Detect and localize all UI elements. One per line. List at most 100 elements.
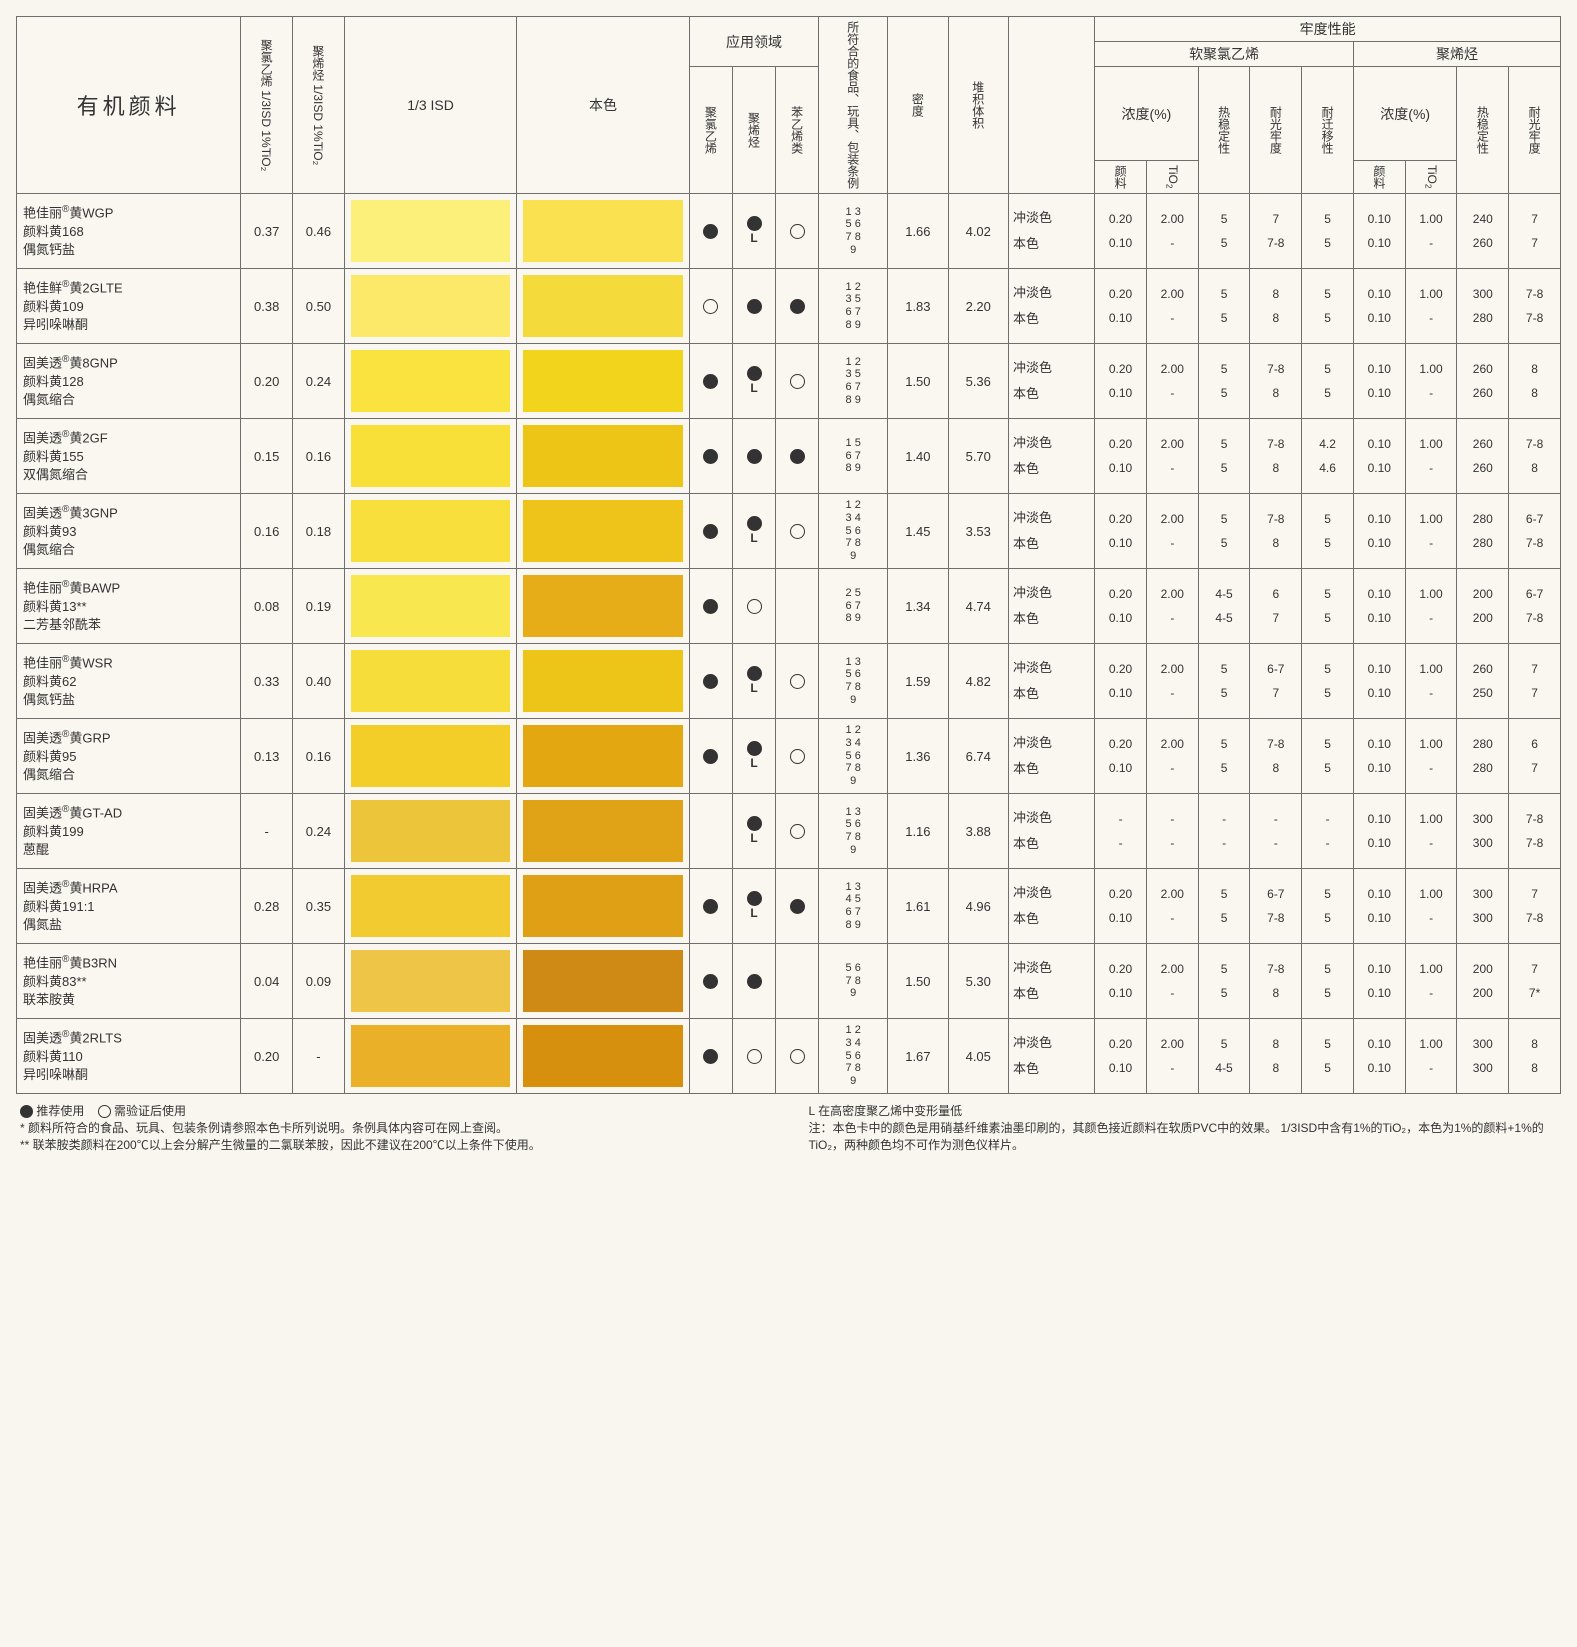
food-codes: 1 23 56 78 9: [819, 344, 888, 419]
volume: 4.96: [948, 869, 1008, 944]
pigment-table: 有机颜料 聚氯乙烯 1/3ISD 1%TiO₂ 聚烯烃 1/3ISD 1%TiO…: [16, 16, 1561, 1094]
spvc-4: 55: [1302, 494, 1354, 569]
tint-labels: 冲淡色本色: [1008, 194, 1094, 269]
density: 1.16: [888, 794, 948, 869]
swatch-main: [517, 569, 690, 644]
density: 1.59: [888, 644, 948, 719]
dot-st: [776, 269, 819, 344]
poly-3: 77-8: [1509, 869, 1561, 944]
density: 1.61: [888, 869, 948, 944]
swatch-isd: [344, 794, 517, 869]
footer: 推荐使用 需验证后使用 * 颜料所符合的食品、玩具、包装条例请参照本色卡所列说明…: [16, 1094, 1561, 1161]
spvc-3: 6-77-8: [1250, 869, 1302, 944]
spvc-2: 55: [1198, 719, 1250, 794]
tint-labels: 冲淡色本色: [1008, 269, 1094, 344]
poly-0: 0.100.10: [1353, 569, 1405, 644]
val-po: 0.35: [293, 869, 345, 944]
val-pvc: 0.08: [241, 569, 293, 644]
tint-labels: 冲淡色本色: [1008, 719, 1094, 794]
food-codes: 1 35 67 89: [819, 644, 888, 719]
dot-po: L: [732, 644, 775, 719]
hdr-main: 本色: [517, 17, 690, 194]
dot-filled-icon: [703, 674, 718, 689]
poly-2: 260260: [1457, 344, 1509, 419]
poly-3: 7-88: [1509, 419, 1561, 494]
spvc-3: --: [1250, 794, 1302, 869]
dot-st: [776, 794, 819, 869]
spvc-3: 7-88: [1250, 419, 1302, 494]
swatch-main: [517, 944, 690, 1019]
poly-0: 0.100.10: [1353, 794, 1405, 869]
poly-3: 77: [1509, 194, 1561, 269]
spvc-2: 55: [1198, 944, 1250, 1019]
poly-3: 6-77-8: [1509, 569, 1561, 644]
spvc-2: 55: [1198, 644, 1250, 719]
spvc-4: 55: [1302, 869, 1354, 944]
poly-1: 1.00-: [1405, 719, 1457, 794]
dot-po: [732, 944, 775, 1019]
spvc-3: 7-88: [1250, 944, 1302, 1019]
hdr-food: 所符合的食品、玩具、包装条例: [819, 17, 888, 194]
val-po: 0.16: [293, 419, 345, 494]
hdr-poly: 聚烯烃: [1353, 42, 1560, 67]
poly-0: 0.100.10: [1353, 644, 1405, 719]
dot-pvc: [689, 419, 732, 494]
density: 1.50: [888, 344, 948, 419]
legend-filled: 推荐使用: [36, 1104, 84, 1118]
dot-st: [776, 569, 819, 644]
density: 1.83: [888, 269, 948, 344]
dot-pvc: [689, 794, 732, 869]
spvc-2: 55: [1198, 194, 1250, 269]
hdr-app-st: 苯乙烯类: [776, 67, 819, 194]
poly-3: 77*: [1509, 944, 1561, 1019]
spvc-2: 55: [1198, 419, 1250, 494]
pigment-row: 艳佳丽®黄WGP颜料黄168偶氮钙盐0.370.46L1 35 67 891.6…: [17, 194, 1561, 269]
val-pvc: 0.20: [241, 344, 293, 419]
spvc-4: 55: [1302, 1019, 1354, 1094]
pigment-row: 固美透®黄8GNP颜料黄128偶氮缩合0.200.24L1 23 56 78 9…: [17, 344, 1561, 419]
volume: 6.74: [948, 719, 1008, 794]
swatch-isd: [344, 419, 517, 494]
note-l: L 在高密度聚乙烯中变形量低: [809, 1102, 1558, 1119]
density: 1.66: [888, 194, 948, 269]
dot-open-icon: [790, 374, 805, 389]
spvc-4: 55: [1302, 569, 1354, 644]
val-po: 0.46: [293, 194, 345, 269]
pigment-name: 固美透®黄3GNP颜料黄93偶氮缩合: [17, 494, 241, 569]
swatch-main: [517, 719, 690, 794]
dot-filled-icon: [747, 449, 762, 464]
pigment-row: 艳佳鲜®黄2GLTE颜料黄109异吲哚啉酮0.380.501 23 56 78 …: [17, 269, 1561, 344]
poly-2: 300300: [1457, 1019, 1509, 1094]
pigment-name: 艳佳丽®黄BAWP颜料黄13**二芳基邻酰苯: [17, 569, 241, 644]
food-codes: 2 56 78 9: [819, 569, 888, 644]
pigment-name: 固美透®黄8GNP颜料黄128偶氮缩合: [17, 344, 241, 419]
swatch-isd: [344, 269, 517, 344]
poly-2: 260250: [1457, 644, 1509, 719]
dot-st: [776, 419, 819, 494]
spvc-0: 0.200.10: [1095, 344, 1147, 419]
swatch-main: [517, 344, 690, 419]
spvc-0: 0.200.10: [1095, 944, 1147, 1019]
hdr-pig-s: 颜料: [1095, 161, 1147, 194]
dot-pvc: [689, 719, 732, 794]
poly-3: 67: [1509, 719, 1561, 794]
hdr-vol: 堆积体积: [948, 17, 1008, 194]
note-star: * 颜料所符合的食品、玩具、包装条例请参照本色卡所列说明。条例具体内容可在网上查…: [20, 1119, 769, 1136]
tint-labels: 冲淡色本色: [1008, 494, 1094, 569]
pigment-name: 固美透®黄GT-AD颜料黄199蒽醌: [17, 794, 241, 869]
dot-filled-icon: [747, 974, 762, 989]
pigment-name: 艳佳丽®黄WSR颜料黄62偶氮钙盐: [17, 644, 241, 719]
pigment-name: 固美透®黄HRPA颜料黄191:1偶氮盐: [17, 869, 241, 944]
pigment-row: 固美透®黄3GNP颜料黄93偶氮缩合0.160.18L1 23 45 67 89…: [17, 494, 1561, 569]
hdr-heat-p: 热稳定性: [1457, 67, 1509, 194]
swatch-main: [517, 194, 690, 269]
spvc-4: 55: [1302, 944, 1354, 1019]
swatch-main: [517, 869, 690, 944]
spvc-2: 54-5: [1198, 1019, 1250, 1094]
hdr-light-p: 耐光牢度: [1509, 67, 1561, 194]
spvc-1: 2.00-: [1146, 494, 1198, 569]
spvc-0: 0.200.10: [1095, 569, 1147, 644]
poly-1: 1.00-: [1405, 419, 1457, 494]
volume: 3.53: [948, 494, 1008, 569]
spvc-4: 55: [1302, 269, 1354, 344]
